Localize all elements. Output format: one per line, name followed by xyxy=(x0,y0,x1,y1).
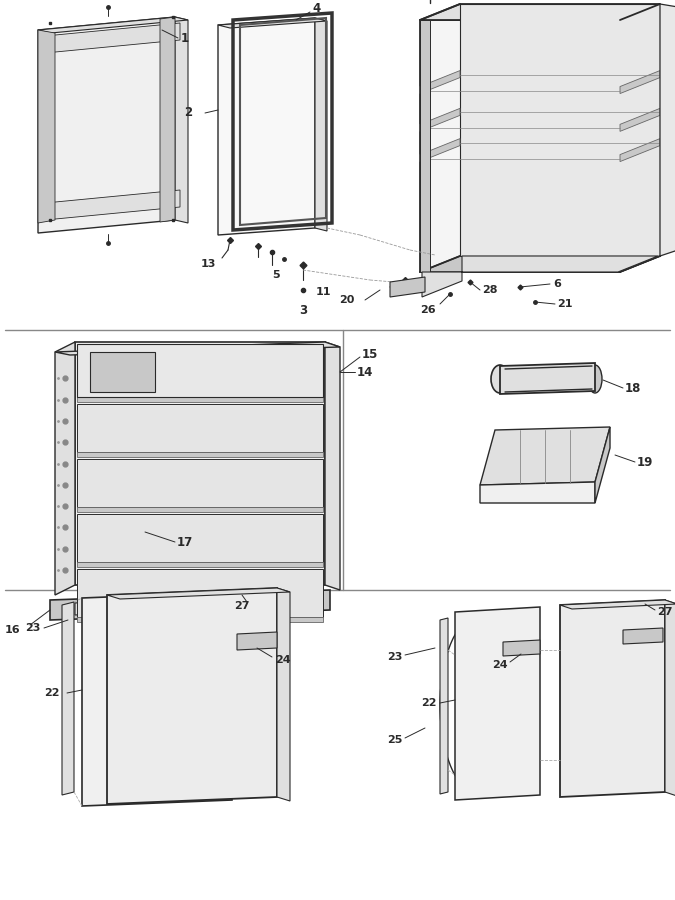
Polygon shape xyxy=(560,600,665,797)
Ellipse shape xyxy=(588,365,602,393)
Polygon shape xyxy=(420,20,620,272)
Polygon shape xyxy=(45,190,180,220)
Polygon shape xyxy=(55,342,75,595)
Polygon shape xyxy=(460,4,660,256)
Polygon shape xyxy=(38,17,175,233)
Text: 26: 26 xyxy=(420,305,436,315)
Polygon shape xyxy=(277,588,290,801)
Polygon shape xyxy=(665,600,675,796)
Polygon shape xyxy=(480,482,595,503)
Polygon shape xyxy=(107,588,290,599)
Polygon shape xyxy=(420,108,460,131)
Polygon shape xyxy=(480,427,610,485)
Polygon shape xyxy=(50,590,330,620)
Polygon shape xyxy=(503,640,540,656)
Text: 6: 6 xyxy=(553,279,561,289)
Polygon shape xyxy=(77,514,323,562)
Polygon shape xyxy=(422,256,658,297)
Text: 23: 23 xyxy=(387,652,402,662)
Polygon shape xyxy=(75,342,325,585)
Polygon shape xyxy=(237,632,277,650)
Text: 27: 27 xyxy=(657,607,672,617)
Polygon shape xyxy=(420,20,430,272)
Polygon shape xyxy=(420,70,460,94)
Text: 19: 19 xyxy=(637,455,653,469)
Polygon shape xyxy=(75,601,105,615)
Text: 11: 11 xyxy=(316,287,331,297)
Polygon shape xyxy=(420,4,660,20)
Text: 13: 13 xyxy=(200,259,216,269)
Text: 2: 2 xyxy=(184,106,192,120)
Polygon shape xyxy=(82,592,232,806)
Text: 24: 24 xyxy=(492,660,508,670)
Polygon shape xyxy=(420,139,460,162)
Ellipse shape xyxy=(81,352,99,392)
Polygon shape xyxy=(77,617,323,622)
Polygon shape xyxy=(390,277,425,297)
Polygon shape xyxy=(62,602,74,795)
Polygon shape xyxy=(315,18,327,231)
Text: 4: 4 xyxy=(312,2,320,14)
Text: 20: 20 xyxy=(340,295,355,305)
Text: 23: 23 xyxy=(24,623,40,633)
Polygon shape xyxy=(38,30,55,223)
Polygon shape xyxy=(595,427,610,503)
Ellipse shape xyxy=(491,365,509,393)
Polygon shape xyxy=(620,139,660,162)
Ellipse shape xyxy=(148,354,162,390)
Text: 15: 15 xyxy=(362,347,379,361)
Polygon shape xyxy=(77,344,323,397)
Polygon shape xyxy=(325,342,340,590)
Polygon shape xyxy=(77,562,323,567)
Text: 25: 25 xyxy=(387,735,402,745)
Polygon shape xyxy=(620,108,660,131)
Polygon shape xyxy=(77,507,323,512)
Text: 16: 16 xyxy=(4,625,20,635)
Polygon shape xyxy=(77,404,323,452)
Text: 27: 27 xyxy=(234,601,250,611)
Text: 24: 24 xyxy=(275,655,291,665)
Polygon shape xyxy=(90,352,155,392)
Polygon shape xyxy=(175,17,188,223)
Polygon shape xyxy=(45,23,180,53)
Text: 5: 5 xyxy=(272,270,280,280)
Polygon shape xyxy=(77,459,323,507)
Polygon shape xyxy=(620,4,660,272)
Polygon shape xyxy=(55,342,340,355)
Polygon shape xyxy=(77,397,323,402)
Text: 14: 14 xyxy=(357,365,373,379)
Text: 28: 28 xyxy=(482,285,497,295)
Text: 3: 3 xyxy=(299,303,307,317)
Polygon shape xyxy=(107,588,277,804)
Polygon shape xyxy=(420,256,660,272)
Polygon shape xyxy=(218,18,327,28)
Polygon shape xyxy=(500,363,595,394)
Text: 17: 17 xyxy=(177,536,193,548)
Polygon shape xyxy=(620,70,660,94)
Polygon shape xyxy=(455,607,540,800)
Polygon shape xyxy=(160,17,175,222)
Text: 22: 22 xyxy=(421,698,437,708)
Text: 1: 1 xyxy=(181,32,189,44)
Polygon shape xyxy=(660,4,675,256)
Polygon shape xyxy=(623,628,663,644)
Polygon shape xyxy=(77,349,323,397)
Text: 21: 21 xyxy=(557,299,572,309)
Polygon shape xyxy=(38,17,188,33)
Polygon shape xyxy=(218,18,315,235)
Polygon shape xyxy=(560,600,675,609)
Text: 18: 18 xyxy=(625,382,641,394)
Polygon shape xyxy=(77,452,323,457)
Polygon shape xyxy=(77,569,323,617)
Polygon shape xyxy=(440,618,448,794)
Text: 22: 22 xyxy=(45,688,60,698)
